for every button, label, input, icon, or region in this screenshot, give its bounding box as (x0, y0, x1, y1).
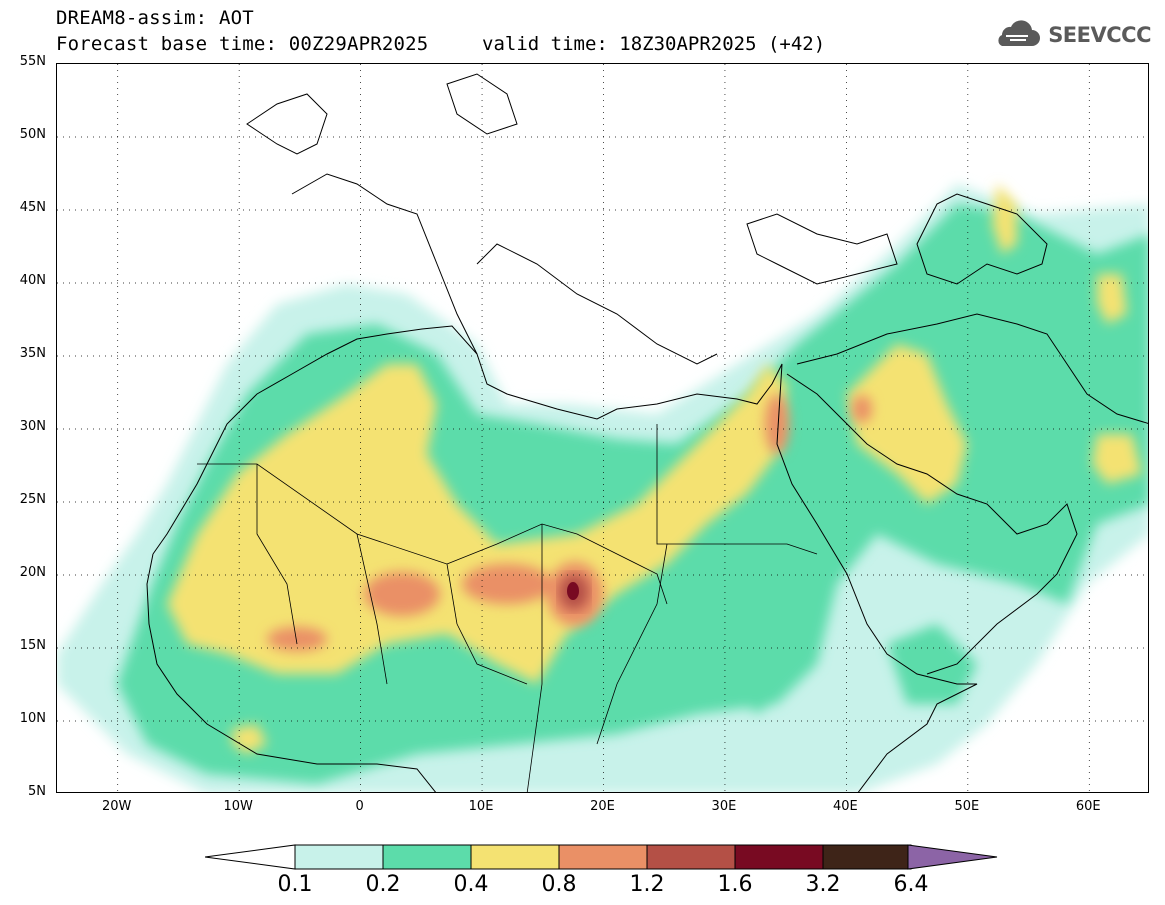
valid-time: valid time: 18Z30APR2025 (+42) (482, 33, 826, 55)
colorbar-box (382, 844, 472, 870)
colorbar-box (822, 844, 912, 870)
cloud-icon (998, 20, 1041, 46)
graticule (57, 64, 1148, 792)
colorbar-label: 0.4 (453, 872, 489, 897)
lon-label: 30E (711, 799, 737, 814)
colorbar-label: 3.2 (805, 872, 841, 897)
colorbar-box (646, 844, 736, 870)
lat-label: 10N (19, 711, 46, 726)
lon-label: 20E (590, 799, 615, 814)
lat-label: 35N (19, 346, 46, 361)
map-title: DREAM8-assim: AOT (56, 7, 254, 29)
lat-label: 15N (19, 638, 46, 653)
colorbar-label: 1.6 (717, 872, 753, 897)
lat-label: 40N (19, 273, 46, 288)
lat-label: 20N (19, 565, 46, 580)
colorbar-box (294, 844, 384, 870)
lat-label: 30N (19, 419, 46, 434)
colorbar-box (734, 844, 824, 870)
forecast-base-time: Forecast base time: 00Z29APR2025 (56, 33, 429, 55)
colorbar (205, 844, 998, 870)
colorbar-label: 0.1 (277, 872, 313, 897)
colorbar-box (558, 844, 648, 870)
aot-band-0.8 (267, 394, 872, 651)
lat-label: 45N (19, 200, 46, 215)
lon-label: 10W (223, 799, 253, 814)
colorbar-high-arrow (907, 844, 998, 870)
lon-label: 40E (832, 799, 858, 814)
lon-label: 20W (102, 799, 132, 814)
lon-label: 0 (355, 799, 364, 814)
aot-band-1.6 (567, 582, 579, 600)
lat-label: 55N (19, 54, 46, 69)
colorbar-box (470, 844, 560, 870)
lat-label: 50N (19, 127, 46, 142)
coastlines (146, 73, 1148, 792)
seevccc-logo: SEEVCCC (992, 20, 1151, 50)
colorbar-low-arrow (205, 844, 296, 870)
lat-label: 25N (19, 492, 46, 507)
aot-band-0.4 (167, 184, 1142, 754)
lon-label: 60E (1075, 799, 1101, 814)
map-panel (56, 63, 1149, 793)
colorbar-label: 0.8 (541, 872, 577, 897)
logo-text: SEEVCCC (1048, 23, 1151, 47)
colorbar-label: 1.2 (629, 872, 665, 897)
colorbar-label: 6.4 (893, 872, 929, 897)
lon-label: 50E (954, 799, 980, 814)
lon-label: 10E (468, 799, 494, 814)
lat-label: 5N (28, 784, 46, 799)
country-borders (197, 424, 818, 792)
colorbar-label: 0.2 (365, 872, 401, 897)
aot-map (57, 64, 1148, 792)
